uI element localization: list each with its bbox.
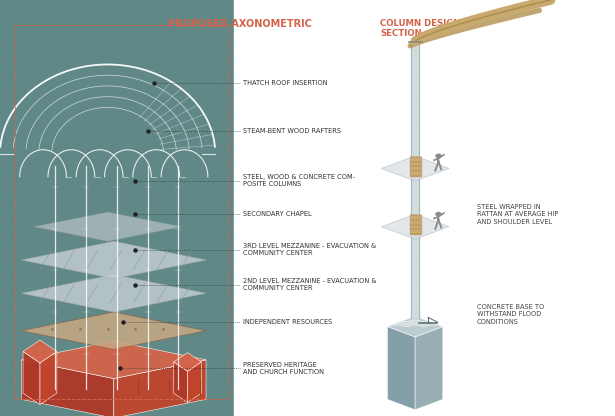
Polygon shape [114,360,206,416]
Text: PROPOSED AXONOMETRIC: PROPOSED AXONOMETRIC [168,19,312,29]
Polygon shape [22,341,206,379]
Polygon shape [23,352,40,404]
Text: PRESERVED HERITAGE
AND CHURCH FUNCTION: PRESERVED HERITAGE AND CHURCH FUNCTION [243,362,324,375]
Bar [234,0,615,416]
Circle shape [436,154,441,158]
Polygon shape [34,212,181,241]
Polygon shape [22,241,206,279]
Polygon shape [381,156,449,181]
Text: CONCRETE BASE TO
WITHSTAND FLOOD
CONDITIONS: CONCRETE BASE TO WITHSTAND FLOOD CONDITI… [477,304,544,324]
Circle shape [436,213,441,216]
Text: STEEL WRAPPED IN
RATTAN AT AVERAGE HIP
AND SHOULDER LEVEL: STEEL WRAPPED IN RATTAN AT AVERAGE HIP A… [477,204,558,225]
Polygon shape [173,353,202,371]
Polygon shape [387,316,443,337]
Text: INDEPENDENT RESOURCES: INDEPENDENT RESOURCES [243,319,332,325]
Text: STEEL, WOOD & CONCRETE COM-
POSITE COLUMNS: STEEL, WOOD & CONCRETE COM- POSITE COLUM… [243,174,355,188]
Polygon shape [188,362,202,403]
Polygon shape [22,275,206,312]
Polygon shape [173,362,188,403]
Polygon shape [40,352,57,404]
Polygon shape [22,360,114,416]
Polygon shape [22,312,206,349]
Text: 2ND LEVEL MEZZANINE - EVACUATION &
COMMUNITY CENTER: 2ND LEVEL MEZZANINE - EVACUATION & COMMU… [243,278,376,292]
Text: STEAM-BENT WOOD RAFTERS: STEAM-BENT WOOD RAFTERS [243,128,341,134]
Polygon shape [415,327,443,410]
Text: THATCH ROOF INSERTION: THATCH ROOF INSERTION [243,80,328,86]
Text: 3RD LEVEL MEZZANINE - EVACUATION &
COMMUNITY CENTER: 3RD LEVEL MEZZANINE - EVACUATION & COMMU… [243,243,376,256]
Polygon shape [23,340,57,363]
Bar [0,0,234,416]
Polygon shape [381,214,449,239]
Text: SECONDARY CHAPEL: SECONDARY CHAPEL [243,211,312,217]
Polygon shape [387,327,415,410]
Text: COLUMN DESIGN
SECTION: COLUMN DESIGN SECTION [380,19,461,38]
